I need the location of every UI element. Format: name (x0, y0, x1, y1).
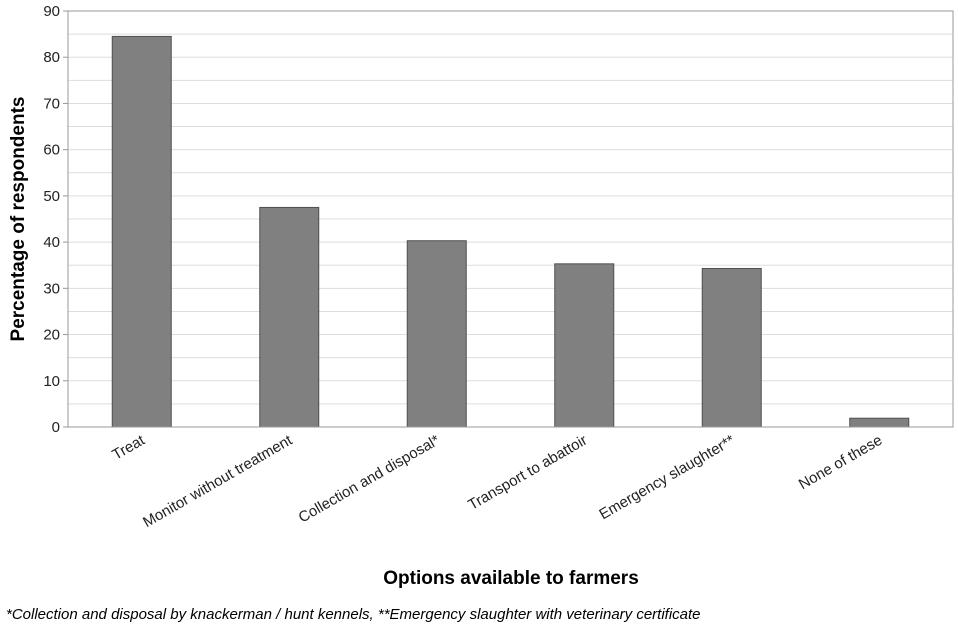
y-axis-ticks: 0 10 20 30 40 50 60 70 80 90 (43, 3, 68, 436)
plot-border (67, 10, 954, 428)
bar (849, 417, 910, 428)
y-tick-label: 10 (43, 373, 60, 390)
plot-frame (67, 10, 954, 428)
y-tick-label: 80 (43, 49, 60, 66)
bar (406, 240, 467, 428)
y-tick-label: 70 (43, 95, 60, 112)
x-category-label: None of these (796, 432, 885, 493)
y-tick-label: 50 (43, 188, 60, 205)
bar (111, 35, 172, 428)
x-category-label: Treat (109, 431, 148, 463)
bars (111, 35, 910, 428)
y-tick-label: 60 (43, 142, 60, 159)
y-axis-title: Percentage of respondents (8, 97, 29, 342)
y-tick-label: 30 (43, 280, 60, 297)
bar (701, 267, 762, 428)
y-tick-label: 0 (52, 419, 60, 436)
gridlines (68, 10, 953, 428)
x-category-label: Emergency slaughter** (596, 432, 738, 524)
bar (259, 206, 320, 428)
footnote: *Collection and disposal by knackerman /… (6, 606, 701, 623)
x-category-label: Collection and disposal* (296, 432, 443, 527)
y-tick-label: 40 (43, 234, 60, 251)
x-category-label: Transport to abattoir (465, 432, 590, 514)
bar (554, 263, 615, 428)
x-category-label: Monitor without treatment (140, 431, 296, 531)
x-axis-title: Options available to farmers (383, 568, 639, 589)
y-tick-label: 20 (43, 327, 60, 344)
y-tick-label: 90 (43, 3, 60, 20)
